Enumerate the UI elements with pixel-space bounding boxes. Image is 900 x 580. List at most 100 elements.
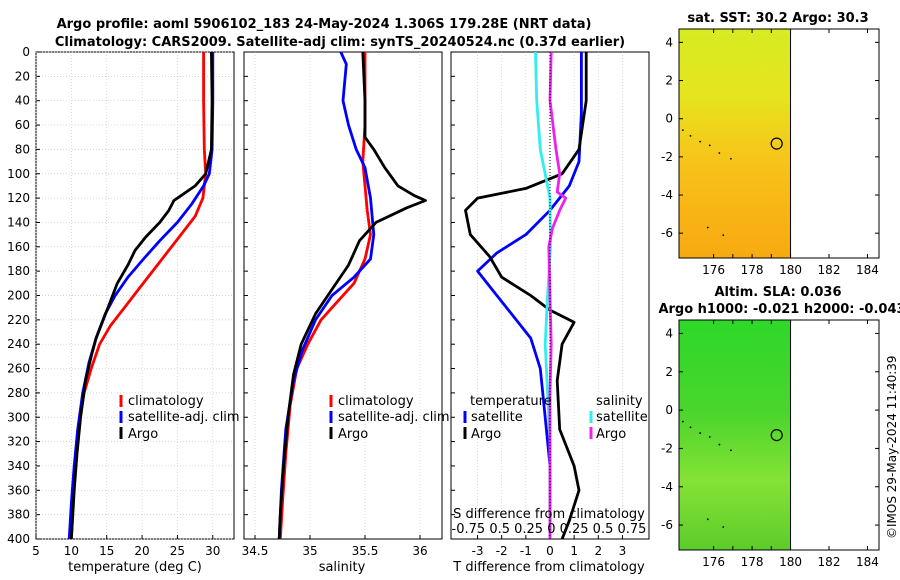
imos-watermark: ©IMOS 29-May-2024 11:40:39 (885, 355, 899, 539)
island-marker (689, 134, 692, 137)
y-tick-label: 80 (15, 142, 30, 156)
y-tick-label: 340 (7, 459, 30, 473)
y-tick-label: 0 (665, 112, 673, 126)
x-tick-label: 15 (99, 544, 114, 558)
salinity-legend: climatology satellite-adj. clim Argo (329, 394, 450, 442)
x-tick-label: 1 (570, 544, 578, 558)
salinity-plot: 34.5 35 35.5 36 (242, 51, 428, 558)
y-tick-label: 380 (7, 508, 30, 522)
island-marker (730, 157, 732, 160)
s-difference-label: S difference from climatology (453, 507, 645, 522)
legend-t-satellite-label: satellite (471, 410, 523, 425)
series-line-t-argo (464, 52, 588, 540)
y-tick-label: 0 (665, 403, 673, 417)
y-tick-label: 220 (7, 313, 30, 327)
series-line-s-satellite (534, 51, 552, 539)
salinity-xlabel: salinity (319, 560, 366, 575)
y-tick-label: 240 (7, 337, 30, 351)
x-tick-label: 35.5 (352, 544, 379, 558)
x-tick-label: 184 (856, 263, 879, 277)
y-tick-label: -4 (661, 480, 673, 494)
legend-climatology-label: climatology (338, 394, 414, 409)
legend-t-argo-label: Argo (471, 427, 501, 442)
argo-position-marker (770, 429, 783, 442)
y-tick-label: 20 (15, 69, 30, 83)
series-line-climatology (278, 52, 372, 540)
legend-climatology-label: climatology (128, 394, 204, 409)
legend-salinity-title: salinity (596, 394, 643, 409)
island-marker (722, 526, 725, 528)
no-data-area (790, 320, 879, 550)
sla-map-overlay: 176 178 180 182 184 4 2 0 -2 -4 -6 (661, 320, 879, 569)
y-tick-label: 200 (7, 289, 30, 303)
series-line-argo (70, 51, 214, 540)
island-marker (718, 443, 721, 446)
y-tick-label: -6 (661, 518, 673, 532)
y-tick-label: 2 (665, 74, 673, 88)
y-tick-label: 400 (7, 532, 30, 546)
sst-axes-frame (678, 28, 880, 259)
sst-map-title: sat. SST: 30.2 Argo: 30.3 (687, 11, 868, 26)
y-tick-label: -2 (661, 150, 673, 164)
x-tick-label: 182 (818, 263, 841, 277)
header-title-line2: Climatology: CARS2009. Satellite-adj cli… (55, 35, 625, 50)
sst-map-overlay: 176 178 180 182 184 4 2 0 -2 -4 -6 (661, 29, 879, 277)
sla-map-subtitle: Argo h1000: -0.021 h2000: -0.043 (658, 302, 900, 317)
legend-argo-label: Argo (338, 427, 368, 442)
y-tick-label: 60 (15, 118, 30, 132)
x-tick-label: 0 (546, 544, 554, 558)
x-tick-label: 2 (594, 544, 602, 558)
y-tick-label: 160 (7, 240, 30, 254)
x-tick-label: 180 (779, 555, 802, 569)
island-marker (718, 152, 721, 154)
series-line-argo (277, 51, 427, 540)
y-tick-label: 300 (7, 410, 30, 424)
series-line-s-argo (547, 51, 568, 539)
x-tick-label: 36 (412, 544, 427, 558)
island-marker (681, 129, 684, 132)
island-marker (699, 432, 702, 434)
y-tick-label: -4 (661, 188, 673, 202)
x-tick-label: 25 (170, 544, 185, 558)
x-tick-label: 34.5 (242, 544, 269, 558)
difference-plot: -3 -2 -1 0 1 2 3 (451, 51, 627, 558)
y-tick-label: -2 (661, 441, 673, 455)
y-tick-label: 120 (7, 191, 30, 205)
temperature-xlabel: temperature (deg C) (68, 560, 202, 575)
no-data-area (790, 29, 879, 258)
island-marker (722, 234, 725, 237)
difference-xlabel: T difference from climatology (452, 560, 645, 575)
x-tick-label: 30 (205, 544, 220, 558)
y-tick-label: -6 (661, 226, 673, 240)
island-marker (730, 449, 732, 452)
legend-s-argo-label: Argo (596, 427, 626, 442)
x-tick-label: 178 (741, 555, 764, 569)
island-marker (706, 518, 709, 521)
y-tick-label: 360 (7, 483, 30, 497)
s-difference-ticks: -0.75 0.5 0.25 0 0.25 0.5 0.75 (452, 522, 647, 537)
sla-field (679, 320, 794, 550)
x-tick-label: 20 (134, 544, 149, 558)
y-tick-label: 100 (7, 167, 30, 181)
x-tick-label: 176 (702, 555, 725, 569)
x-tick-label: 178 (741, 263, 764, 277)
sla-map-title: Altim. SLA: 0.036 (715, 285, 842, 300)
x-tick-label: 180 (779, 263, 802, 277)
legend-temperature-title: temperature (470, 394, 552, 409)
legend-satellite-label: satellite-adj. clim (338, 410, 450, 425)
y-tick-label: 4 (665, 35, 673, 49)
series-line-satellite-adj-clim (67, 52, 215, 540)
x-tick-label: 5 (32, 544, 40, 558)
island-marker (706, 226, 709, 229)
x-tick-label: 184 (856, 555, 879, 569)
y-tick-label: 4 (665, 326, 673, 340)
sst-field (679, 29, 794, 258)
x-tick-label: 182 (818, 555, 841, 569)
island-marker (699, 140, 702, 143)
x-tick-label: 10 (64, 544, 79, 558)
x-tick-label: 35 (302, 544, 317, 558)
x-tick-label: 3 (619, 544, 627, 558)
y-tick-label: 0 (22, 45, 30, 59)
sla-axes-frame (678, 319, 880, 551)
